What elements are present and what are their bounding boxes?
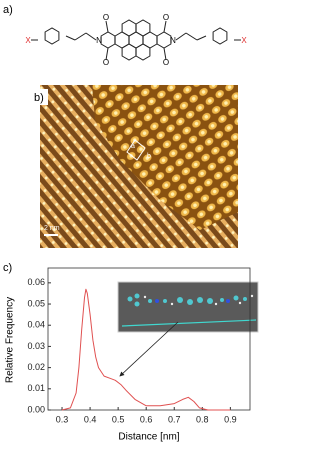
- lattice-label: a: [131, 143, 135, 150]
- lattice-label: b: [147, 153, 151, 160]
- atom-label: N: [96, 36, 102, 45]
- x-tick-label: 0.6: [140, 414, 153, 424]
- bond: [74, 32, 87, 41]
- panel-label: b): [34, 92, 44, 104]
- y-tick-label: 0.05: [27, 298, 45, 308]
- atom-label: O: [163, 58, 169, 67]
- scale-bar-label: 2 nm: [44, 225, 60, 232]
- atom-label: X: [241, 36, 247, 45]
- y-tick-label: 0.03: [27, 341, 45, 351]
- bond: [65, 35, 76, 41]
- x-tick-label: 0.3: [56, 414, 69, 424]
- bond: [163, 47, 167, 61]
- ring: [44, 27, 60, 45]
- x-tick-label: 0.5: [112, 414, 125, 424]
- panel-label-box: [32, 89, 48, 105]
- bond: [185, 32, 198, 41]
- x-tick-label: 0.4: [84, 414, 97, 424]
- ring: [121, 43, 137, 61]
- plot-frame: [47, 267, 251, 411]
- atom-label: X: [25, 36, 31, 45]
- atom-label: O: [103, 58, 109, 67]
- y-axis-label: Relative Frequency: [5, 297, 16, 383]
- x-tick-label: 0.8: [196, 414, 209, 424]
- panel-label: c): [3, 262, 12, 274]
- bond: [85, 32, 97, 41]
- bond: [105, 47, 109, 61]
- inset-image: [117, 281, 259, 333]
- panel-label: a): [3, 4, 13, 16]
- bond: [196, 35, 207, 41]
- molecule-structure: [31, 19, 241, 61]
- bond: [163, 20, 167, 33]
- data-line: [61, 288, 231, 411]
- x-tick-label: 0.7: [168, 414, 181, 424]
- x-axis-label: Distance [nm]: [118, 432, 179, 443]
- x-tick-label: 0.9: [224, 414, 237, 424]
- ring: [156, 31, 172, 49]
- y-tick-label: 0.06: [27, 277, 45, 287]
- y-tick-label: 0.04: [27, 320, 45, 330]
- y-tick-label: 0.00: [27, 404, 45, 414]
- figure: a) X X N N O O O O b) 2 nm a b c) Distan…: [3, 4, 259, 443]
- ring: [100, 31, 116, 49]
- atom-label: O: [163, 13, 169, 22]
- stm-image: [40, 85, 238, 248]
- ring: [135, 43, 151, 61]
- arrow: [119, 321, 179, 377]
- atom-label: N: [170, 36, 176, 45]
- bond: [175, 32, 187, 41]
- bond: [105, 20, 109, 33]
- ring: [212, 27, 228, 45]
- y-tick-label: 0.02: [27, 362, 45, 372]
- y-tick-label: 0.01: [27, 383, 45, 393]
- atom-label: O: [103, 13, 109, 22]
